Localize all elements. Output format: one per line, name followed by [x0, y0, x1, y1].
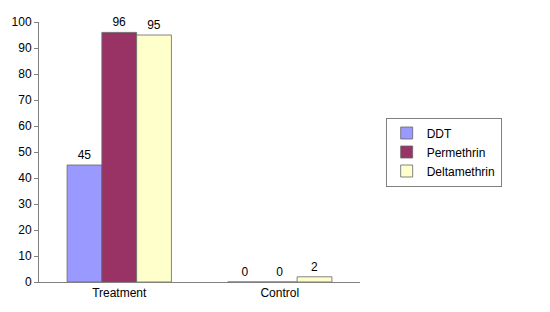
- svg-text:70: 70: [18, 93, 32, 107]
- svg-text:40: 40: [18, 171, 32, 185]
- svg-text:45: 45: [78, 148, 92, 162]
- svg-text:Deltamethrin: Deltamethrin: [427, 165, 495, 179]
- svg-text:Treatment: Treatment: [92, 286, 147, 300]
- svg-text:95: 95: [147, 18, 161, 32]
- svg-text:10: 10: [18, 249, 32, 263]
- svg-text:100: 100: [12, 15, 32, 29]
- svg-text:0: 0: [276, 265, 283, 279]
- svg-text:90: 90: [18, 41, 32, 55]
- svg-text:Control: Control: [260, 286, 299, 300]
- svg-text:Permethrin: Permethrin: [427, 146, 486, 160]
- svg-text:96: 96: [112, 15, 126, 29]
- svg-text:30: 30: [18, 197, 32, 211]
- svg-text:60: 60: [18, 119, 32, 133]
- svg-text:20: 20: [18, 223, 32, 237]
- svg-text:80: 80: [18, 67, 32, 81]
- svg-text:DDT: DDT: [427, 127, 452, 141]
- svg-text:2: 2: [311, 260, 318, 274]
- svg-text:50: 50: [18, 145, 32, 159]
- svg-text:0: 0: [25, 275, 32, 289]
- svg-text:0: 0: [241, 265, 248, 279]
